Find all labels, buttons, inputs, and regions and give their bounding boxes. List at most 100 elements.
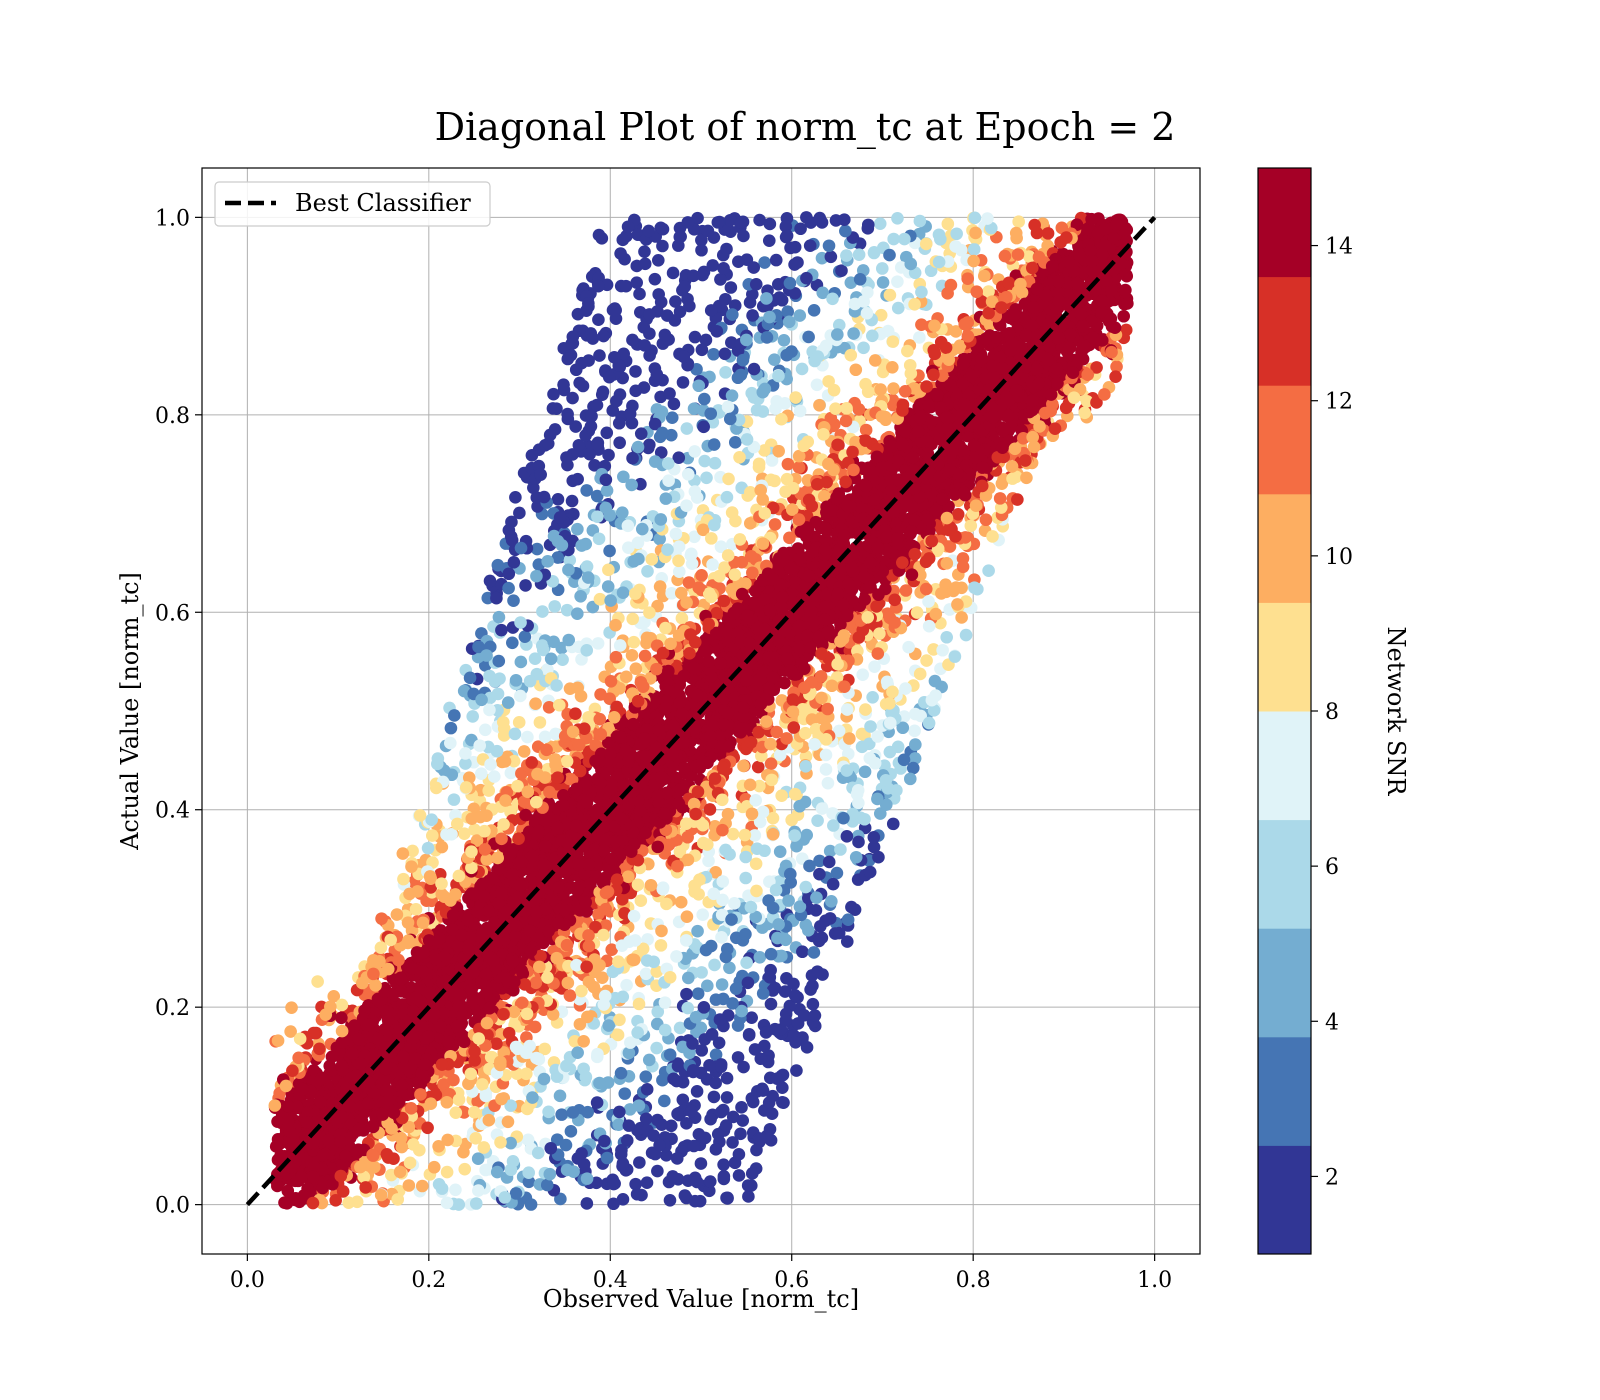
scatter-point [675,611,689,625]
scatter-point [708,456,722,470]
scatter-point [792,461,806,474]
scatter-point [941,217,955,231]
scatter-point [591,439,604,453]
scatter-point [967,243,981,256]
scatter-point [531,1146,545,1160]
scatter-point [858,765,872,779]
scatter-point [865,329,879,343]
scatter-point [311,975,324,988]
scatter-point [699,333,713,347]
scatter-point [844,348,858,362]
scatter-point [813,854,826,868]
scatter-point [671,1059,685,1073]
scatter-point [506,636,519,650]
scatter-point [688,330,702,344]
scatter-point [733,450,746,464]
scatter-point [728,897,741,910]
scatter-point [504,766,518,780]
scatter-point [391,1193,405,1206]
scatter-point [680,910,694,923]
scatter-point [715,931,728,944]
scatter-point [458,1162,472,1176]
scatter-point [482,784,496,797]
scatter-point [750,884,763,898]
scatter-point [676,376,690,389]
scatter-point [768,474,781,488]
scatter-point [427,1160,441,1174]
scatter-point [742,1190,755,1203]
scatter-point [669,295,682,308]
scatter-point [643,308,656,321]
scatter-point [448,709,461,722]
scatter-point [901,344,914,358]
scatter-point [707,347,720,361]
scatter-point [405,860,418,873]
scatter-point [1110,360,1123,373]
scatter-point [466,710,479,723]
scatter-point [736,353,750,367]
scatter-point [717,1158,730,1171]
scatter-point [696,908,710,922]
scatter-point [856,668,870,681]
scatter-point [548,600,562,613]
scatter-point [784,241,797,255]
scatter-point [463,671,477,685]
scatter-point [639,1070,653,1084]
scatter-point [562,633,576,647]
scatter-point [806,997,820,1011]
scatter-point [688,445,702,458]
scatter-point [562,563,575,577]
scatter-point [542,701,556,714]
scatter-point [734,1127,747,1141]
scatter-point [872,850,885,864]
scatter-point [478,659,492,672]
scatter-point [967,254,980,268]
scatter-point [795,362,809,376]
scatter-point [719,292,732,306]
scatter-point [563,553,577,567]
scatter-point [569,420,583,433]
scatter-point [725,389,739,402]
scatter-point [581,1105,594,1119]
scatter-point [824,250,838,264]
scatter-point [533,716,547,729]
scatter-point [756,405,770,418]
scatter-point [717,1170,731,1183]
scatter-point [819,763,833,776]
scatter-point [790,1064,803,1077]
scatter-point [606,404,620,417]
scatter-point [849,363,863,377]
scatter-point [440,1165,454,1179]
scatter-point [660,897,673,911]
scatter-point [470,834,484,847]
scatter-point [709,866,722,879]
scatter-point [668,314,682,327]
scatter-point [891,211,904,225]
scatter-point [803,239,817,252]
scatter-point [800,828,813,842]
scatter-point [633,1156,646,1169]
scatter-point [509,1187,523,1200]
scatter-point [720,1071,734,1085]
scatter-point [666,1170,680,1183]
scatter-point [639,967,653,981]
scatter-point [469,1197,483,1210]
scatter-point [739,871,753,885]
scatter-point [697,1001,711,1014]
scatter-point [702,854,715,868]
scatter-point [629,384,642,398]
scatter-point [731,1019,745,1032]
scatter-point [524,1198,538,1211]
scatter-point [664,1119,678,1133]
scatter-point [749,857,763,871]
scatter-point [997,473,1010,486]
scatter-point [554,1192,567,1206]
scatter-point [580,560,594,573]
scatter-point [403,1156,417,1170]
scatter-point [586,332,600,345]
scatter-point [556,653,569,666]
scatter-point [552,698,566,712]
scatter-point [746,287,759,301]
scatter-point [709,1048,723,1061]
